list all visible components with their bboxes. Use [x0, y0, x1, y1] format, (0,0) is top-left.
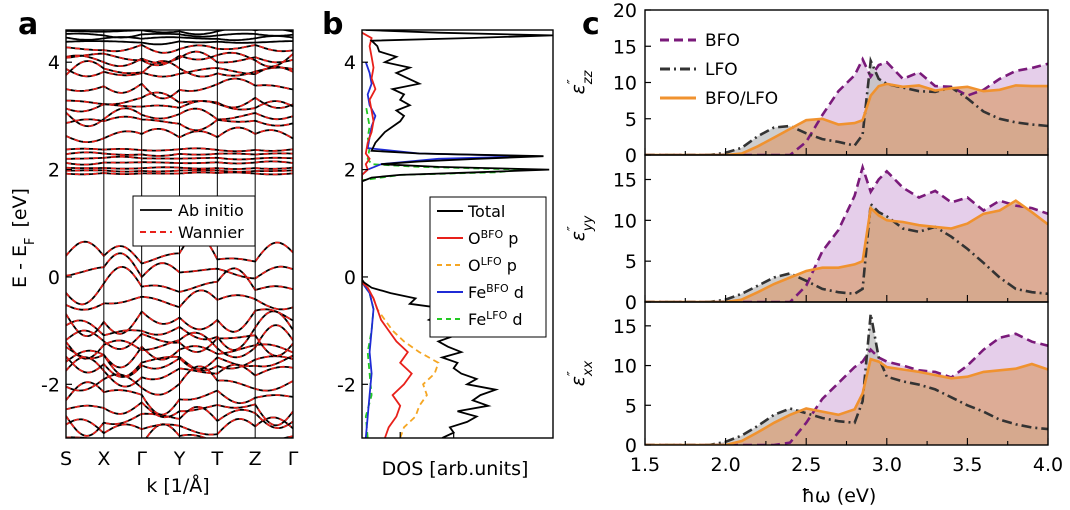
band-legend: Ab initio Wannier	[132, 195, 256, 247]
dos-x-ticks	[399, 432, 455, 438]
dos-y-tick-label: 4	[344, 52, 356, 74]
dos-y-ticks: -2 0 2 4	[337, 52, 368, 396]
band-y-tick-label: -2	[41, 374, 60, 396]
band-k-label: X	[97, 448, 110, 470]
band-y-label-main: E - E	[9, 245, 31, 288]
band-legend-box	[132, 195, 256, 247]
dielectric-subplot: 0 5 10 15 ε″yy	[566, 154, 1049, 314]
dielectric-y-tick-label: 10	[613, 356, 637, 378]
dielectric-x-tick-label: 3.5	[952, 454, 982, 476]
band-k-label: T	[211, 448, 224, 470]
dos-legend-items: Total OBFO p OLFO p FeBFO d FeLFO d	[437, 202, 524, 329]
dos-y-tick-label: 0	[344, 267, 356, 289]
band-y-ticks: -2 0 2 4	[41, 52, 72, 396]
dielectric-y-label: ε″xx	[566, 360, 596, 386]
dielectric-y-tick-label: 15	[613, 170, 637, 192]
dielectric-x-tick-label: 4.0	[1033, 454, 1063, 476]
band-plot-frame	[65, 29, 294, 439]
band-y-label-unit: [eV]	[9, 188, 31, 228]
dos-line	[362, 30, 553, 438]
dielectric-line	[645, 332, 1048, 445]
dielectric-x-tick-label: 1.5	[630, 454, 660, 476]
dielectric-subplot: 0 5 10 15 ε″xx	[566, 301, 1049, 457]
band-legend-wannier: Wannier	[178, 223, 244, 242]
dielectric-line	[645, 201, 1048, 302]
dos-legend-label: FeLFO d	[468, 309, 523, 330]
dielectric-x-ticks: 1.5 2.0 2.5 3.0 3.5 4.0	[630, 454, 1063, 476]
dielectric-legend: BFO LFO BFO/LFO	[660, 31, 778, 109]
band-structure-panel: -2 0 2 4 S X Γ Y T Z Γ k [1/Å] E - EF [eV] Ab init…	[9, 29, 299, 497]
dielectric-line	[645, 357, 1048, 445]
dielectric-legend-label: BFO/LFO	[705, 89, 778, 109]
dielectric-area	[645, 200, 1048, 302]
dielectric-x-tick-label: 2.5	[791, 454, 821, 476]
dielectric-subplots: 0 5 10 15 20 ε″zz 0 5 10 15 ε″yy 0 5 10 15 ε″xx	[566, 0, 1049, 457]
dielectric-y-tick-label: 0	[625, 435, 637, 457]
dos-y-tick-label: -2	[337, 374, 356, 396]
dos-line	[362, 281, 440, 438]
band-legend-abinitio: Ab initio	[178, 201, 244, 220]
dielectric-line	[645, 56, 1048, 155]
dielectric-y-tick-label: 5	[625, 109, 637, 131]
dos-legend: Total OBFO p OLFO p FeBFO d FeLFO d	[429, 196, 547, 338]
dielectric-x-label: ħω (eV)	[802, 485, 877, 507]
dielectric-area	[645, 359, 1048, 445]
dielectric-line	[645, 199, 1048, 302]
panel-label-c: c	[582, 7, 600, 42]
dielectric-area	[645, 83, 1048, 155]
dielectric-legend-label: BFO	[705, 31, 740, 51]
dielectric-y-tick-label: 5	[625, 395, 637, 417]
band-y-tick-label: 4	[48, 52, 60, 74]
dielectric-y-tick-label: 0	[625, 292, 637, 314]
dielectric-x-tick-label: 3.0	[872, 454, 902, 476]
dos-plot-frame	[361, 29, 554, 439]
dielectric-y-tick-label: 15	[613, 36, 637, 58]
dielectric-y-tick-label: 20	[613, 0, 637, 22]
band-y-tick-label: 0	[48, 267, 60, 289]
band-k-label: Y	[173, 448, 186, 470]
dos-y-tick-label: 2	[344, 160, 356, 182]
dos-x-label: DOS [arb.units]	[382, 458, 529, 480]
panel-label-b: b	[322, 7, 343, 42]
band-y-label-sub: F	[23, 238, 38, 245]
dielectric-subplot: 0 5 10 15 20 ε″zz	[566, 0, 1049, 167]
dielectric-panel: 0 5 10 15 20 ε″zz 0 5 10 15 ε″yy 0 5 10 15 ε″xx 1.5 2.0 2…	[566, 0, 1064, 507]
dos-line	[362, 31, 413, 438]
panel-label-a: a	[18, 7, 38, 42]
band-k-label: S	[60, 448, 72, 470]
band-x-label: k [1/Å]	[146, 474, 209, 497]
dielectric-y-label: ε″yy	[566, 215, 596, 241]
dielectric-y-tick-label: 5	[625, 251, 637, 273]
dielectric-line	[645, 55, 1048, 155]
dielectric-legend-label: LFO	[705, 60, 738, 80]
dielectric-y-tick-label: 0	[625, 145, 637, 167]
dielectric-y-tick-label: 10	[613, 73, 637, 95]
dielectric-line	[645, 162, 1048, 302]
dielectric-y-tick-label: 10	[613, 210, 637, 232]
band-k-label: Z	[249, 448, 262, 470]
band-y-tick-label: 2	[48, 160, 60, 182]
dielectric-legend-items: BFO LFO BFO/LFO	[660, 31, 778, 109]
dos-legend-label: OBFO p	[468, 228, 518, 249]
dielectric-line	[645, 82, 1048, 155]
dos-legend-label: Total	[467, 202, 505, 221]
band-k-label: Γ	[136, 448, 147, 470]
dos-legend-label: OLFO p	[468, 255, 517, 276]
dielectric-x-tick-label: 2.0	[710, 454, 740, 476]
dos-legend-label: FeBFO d	[468, 282, 524, 303]
dos-lines	[362, 30, 553, 438]
dos-legend-box	[429, 196, 547, 338]
band-y-label: E - EF [eV]	[9, 188, 38, 288]
band-k-label: Γ	[288, 448, 299, 470]
dielectric-y-label: ε″zz	[566, 69, 596, 94]
dielectric-y-tick-label: 15	[613, 316, 637, 338]
dos-panel: -2 0 2 4 DOS [arb.units] Total OBFO p OLFO p F…	[337, 29, 554, 480]
